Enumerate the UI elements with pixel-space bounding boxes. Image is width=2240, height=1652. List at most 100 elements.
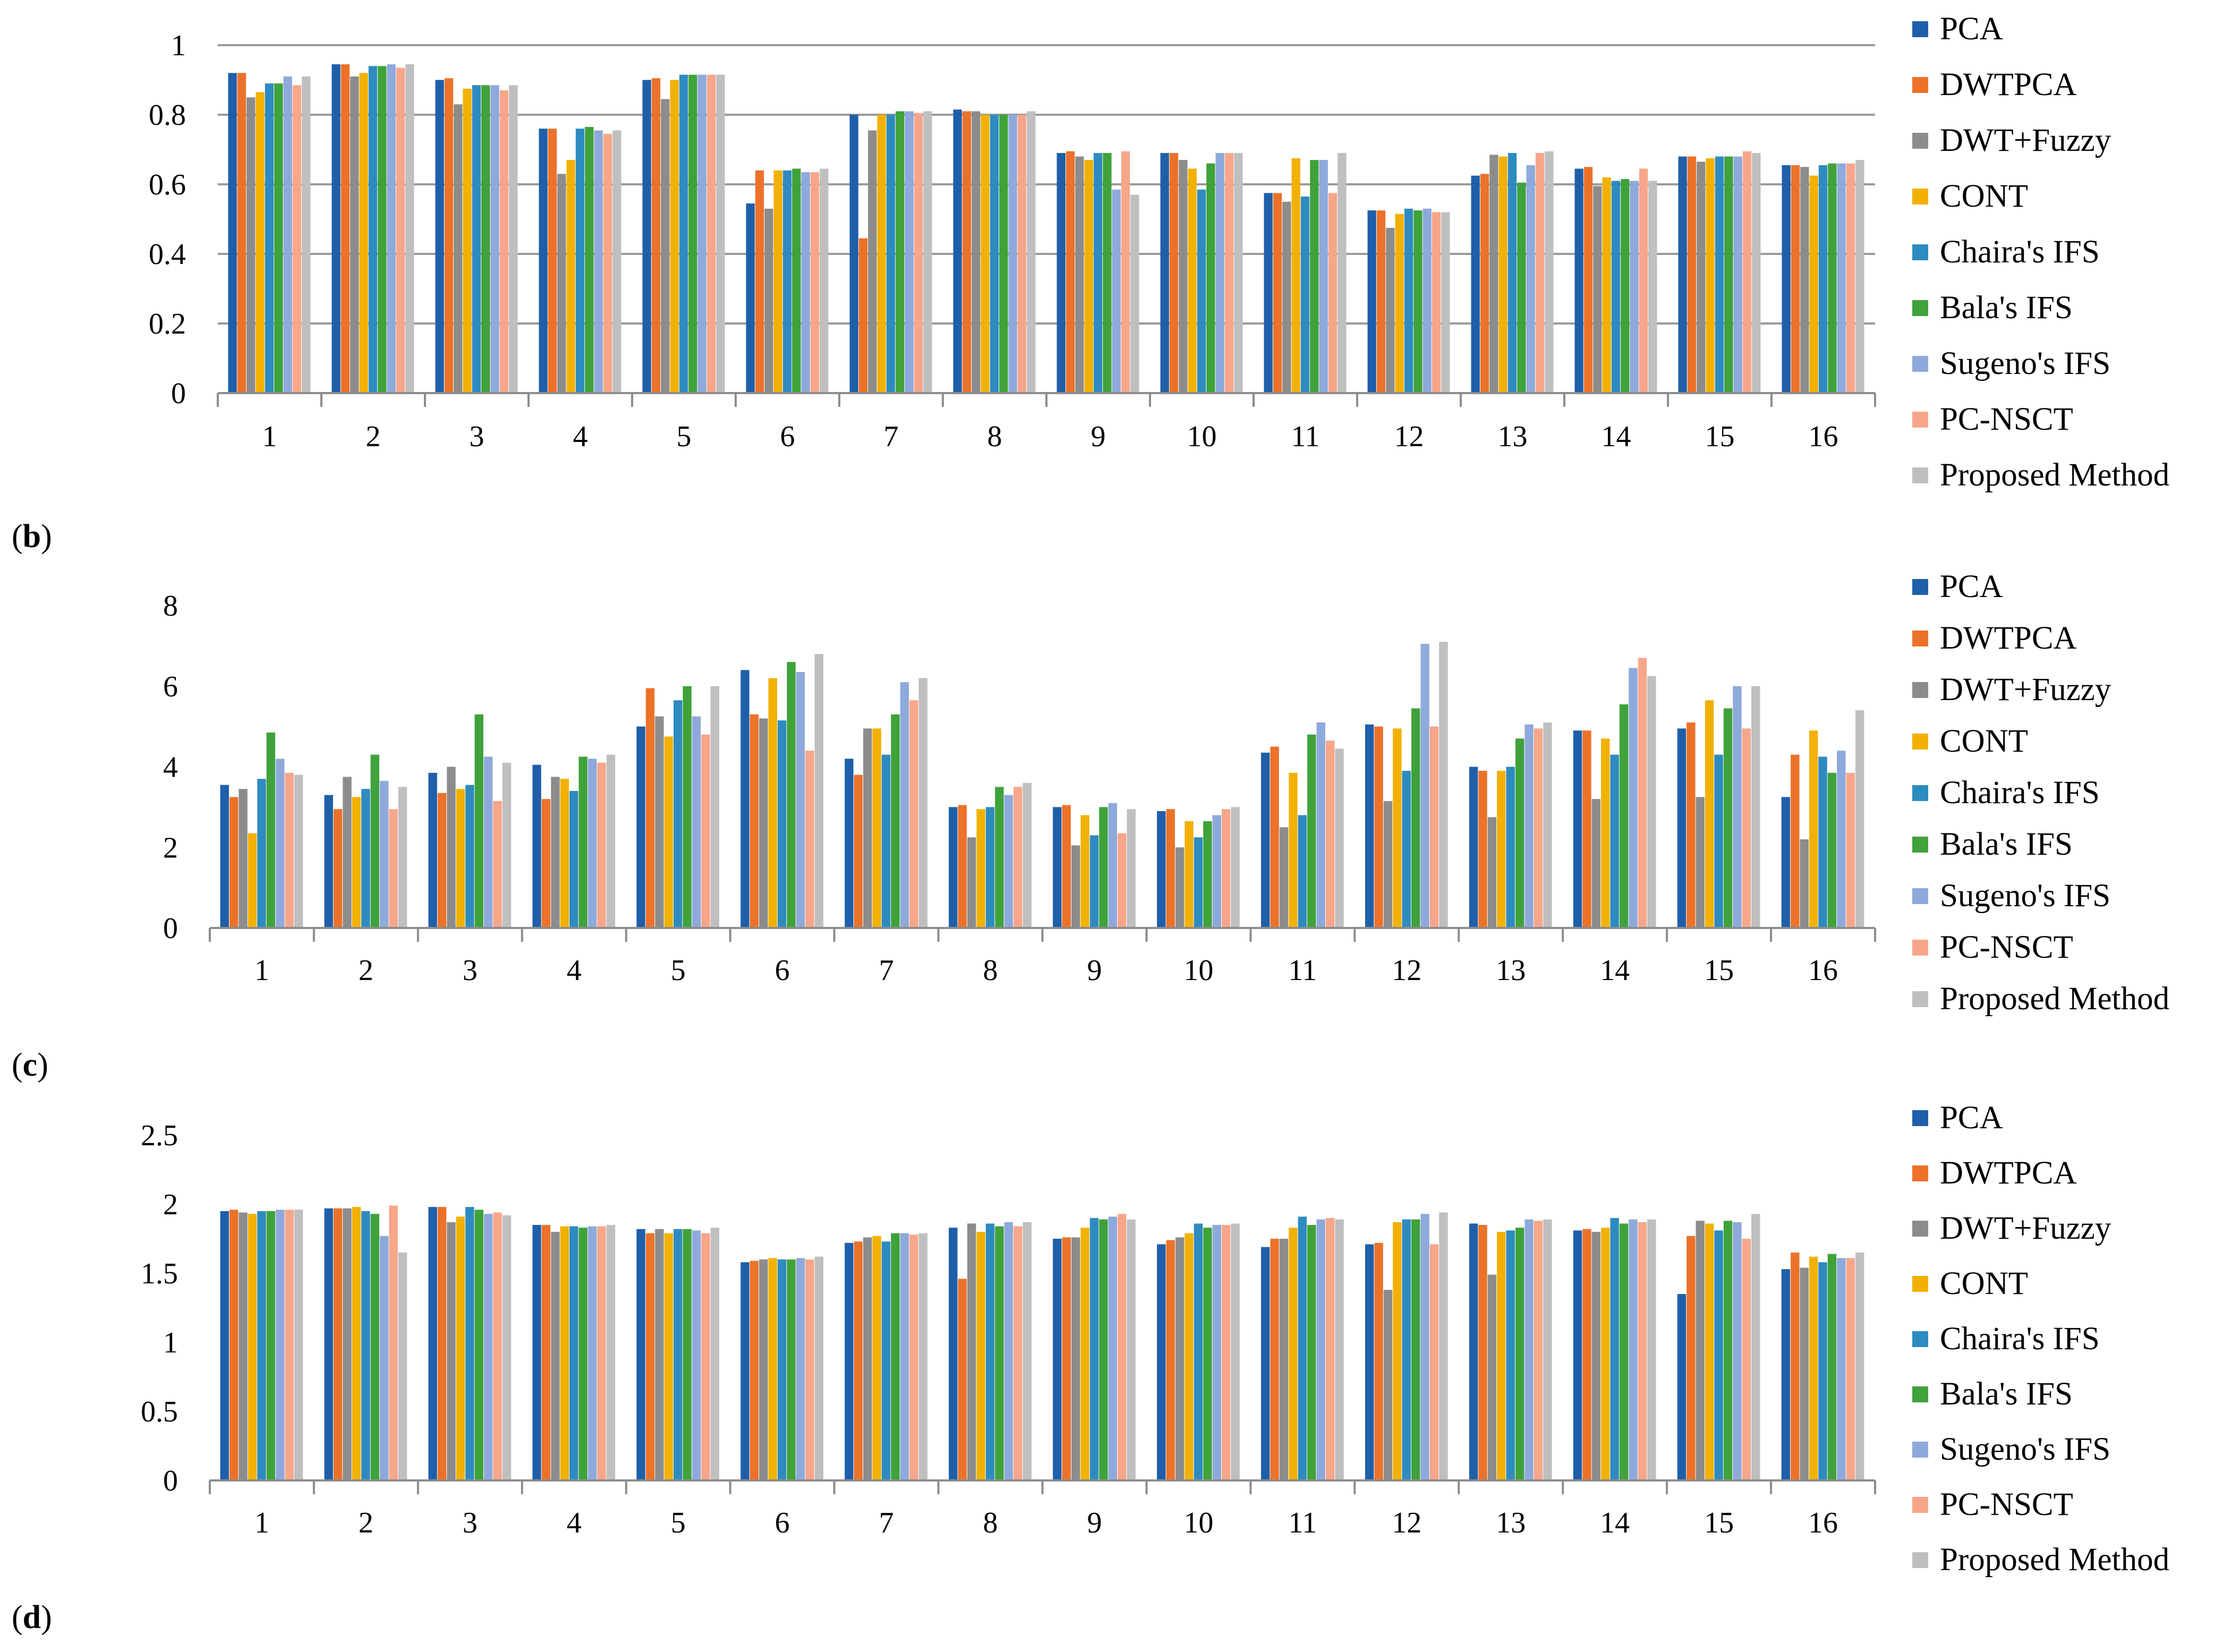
x-tick-label: 12	[1394, 420, 1424, 453]
bar-dwt-fuzzy-8	[967, 1223, 976, 1480]
bar-chaira-s-ifs-14	[1610, 754, 1619, 928]
bar-cont-6	[773, 170, 782, 393]
bar-bala-s-ifs-9	[1103, 153, 1112, 393]
legend-item: CONT	[1912, 723, 2028, 760]
y-tick-label: 1	[163, 1326, 178, 1359]
legend-item: DWT+Fuzzy	[1912, 1210, 2111, 1247]
bar-dwt-fuzzy-1	[246, 97, 255, 393]
bar-proposed-method-5	[716, 74, 725, 394]
bar-pc-nsct-5	[706, 74, 716, 394]
bar-cont-4	[560, 779, 569, 928]
bar-bala-s-ifs-5	[683, 686, 692, 928]
bar-cont-9	[1080, 1228, 1089, 1480]
bar-chaira-s-ifs-3	[472, 85, 481, 393]
bar-pca-13	[1469, 767, 1478, 928]
bar-pca-15	[1677, 1294, 1687, 1480]
bar-dwt-fuzzy-2	[350, 76, 359, 393]
legend-item: DWT+Fuzzy	[1912, 671, 2111, 709]
bar-bala-s-ifs-16	[1827, 772, 1837, 928]
bar-proposed-method-4	[606, 754, 616, 928]
legend-label: PCA	[1940, 1100, 2003, 1136]
bar-dwtpca-5	[645, 688, 655, 928]
bar-bala-s-ifs-3	[474, 714, 483, 928]
bar-sugeno-s-ifs-9	[1108, 803, 1118, 928]
bar-dwt-fuzzy-1	[239, 1212, 248, 1480]
bar-chaira-s-ifs-6	[782, 170, 792, 393]
bar-pca-5	[636, 1229, 645, 1480]
legend-item: Chaira's IFS	[1912, 234, 2100, 271]
bar-dwtpca-14	[1583, 167, 1593, 393]
bar-sugeno-s-ifs-13	[1524, 724, 1534, 928]
bar-pc-nsct-4	[597, 1226, 606, 1480]
legend-item: Proposed Method	[1912, 457, 2169, 494]
y-tick-label: 0	[163, 912, 178, 945]
bar-dwt-fuzzy-14	[1591, 799, 1601, 928]
legend-swatch	[1912, 1165, 1928, 1181]
bar-pca-14	[1573, 730, 1582, 928]
bar-chaira-s-ifs-1	[257, 779, 266, 928]
bar-proposed-method-2	[398, 1253, 407, 1480]
y-tick-label: 0.8	[149, 99, 186, 132]
bar-cont-15	[1705, 1223, 1714, 1480]
bar-chaira-s-ifs-13	[1506, 767, 1515, 928]
bar-chaira-s-ifs-4	[569, 1226, 578, 1480]
bar-chaira-s-ifs-8	[990, 115, 999, 393]
bar-sugeno-s-ifs-15	[1733, 686, 1742, 928]
bar-dwtpca-16	[1791, 165, 1800, 393]
bar-cont-15	[1705, 700, 1714, 928]
bar-sugeno-s-ifs-6	[796, 672, 805, 928]
legend-swatch	[1912, 1386, 1928, 1402]
bar-pca-11	[1260, 1247, 1270, 1480]
legend-label: PC-NSCT	[1940, 930, 2073, 965]
bar-cont-10	[1188, 168, 1197, 393]
bar-sugeno-s-ifs-3	[490, 85, 499, 393]
bar-dwt-fuzzy-5	[655, 1229, 664, 1480]
x-tick-label: 4	[567, 954, 582, 987]
x-tick-label: 10	[1187, 420, 1217, 453]
bar-dwt-fuzzy-11	[1279, 1239, 1289, 1480]
bar-proposed-method-8	[1023, 782, 1032, 928]
bar-pc-nsct-6	[805, 1259, 814, 1480]
bar-sugeno-s-ifs-13	[1524, 1219, 1534, 1480]
legend-swatch	[1912, 1552, 1928, 1568]
bar-pca-8	[949, 1228, 958, 1480]
bar-bala-s-ifs-2	[370, 754, 380, 928]
legend-item: DWTPCA	[1912, 1155, 2077, 1192]
bar-chaira-s-ifs-11	[1298, 1216, 1307, 1480]
bar-bala-s-ifs-12	[1411, 708, 1420, 928]
bar-bala-s-ifs-6	[787, 1259, 796, 1480]
bar-bala-s-ifs-14	[1619, 704, 1629, 928]
legend-label: Bala's IFS	[1940, 290, 2073, 326]
bar-bala-s-ifs-9	[1099, 807, 1108, 929]
bar-proposed-method-3	[509, 85, 518, 393]
bar-pca-14	[1574, 168, 1583, 393]
bar-proposed-method-7	[918, 678, 927, 928]
bar-dwt-fuzzy-9	[1071, 845, 1080, 928]
bar-bala-s-ifs-1	[266, 1211, 276, 1480]
bar-proposed-method-11	[1338, 153, 1347, 393]
legend-swatch	[1912, 837, 1928, 853]
x-tick-label: 14	[1602, 420, 1631, 453]
bar-cont-4	[566, 160, 575, 393]
bar-proposed-method-10	[1234, 153, 1243, 393]
bar-proposed-method-2	[398, 787, 407, 928]
bar-bala-s-ifs-13	[1515, 738, 1524, 928]
legend-label: DWTPCA	[1940, 620, 2077, 656]
bar-dwtpca-10	[1166, 1240, 1175, 1480]
x-tick-label: 1	[254, 1506, 269, 1539]
legend-swatch	[1912, 1331, 1928, 1347]
bar-sugeno-s-ifs-7	[900, 1233, 909, 1480]
bar-proposed-method-4	[606, 1225, 616, 1480]
bar-sugeno-s-ifs-16	[1837, 751, 1846, 928]
bar-pca-1	[220, 785, 229, 928]
y-tick-label: 0	[171, 377, 186, 410]
bar-dwt-fuzzy-15	[1697, 161, 1706, 393]
x-tick-label: 2	[359, 1506, 373, 1539]
bar-bala-s-ifs-12	[1411, 1219, 1420, 1480]
bar-proposed-method-5	[710, 686, 720, 928]
x-tick-label: 5	[677, 420, 692, 453]
legend-swatch	[1912, 991, 1928, 1007]
bar-dwtpca-16	[1791, 754, 1800, 928]
bar-proposed-method-1	[302, 76, 311, 393]
bar-proposed-method-16	[1855, 160, 1864, 393]
